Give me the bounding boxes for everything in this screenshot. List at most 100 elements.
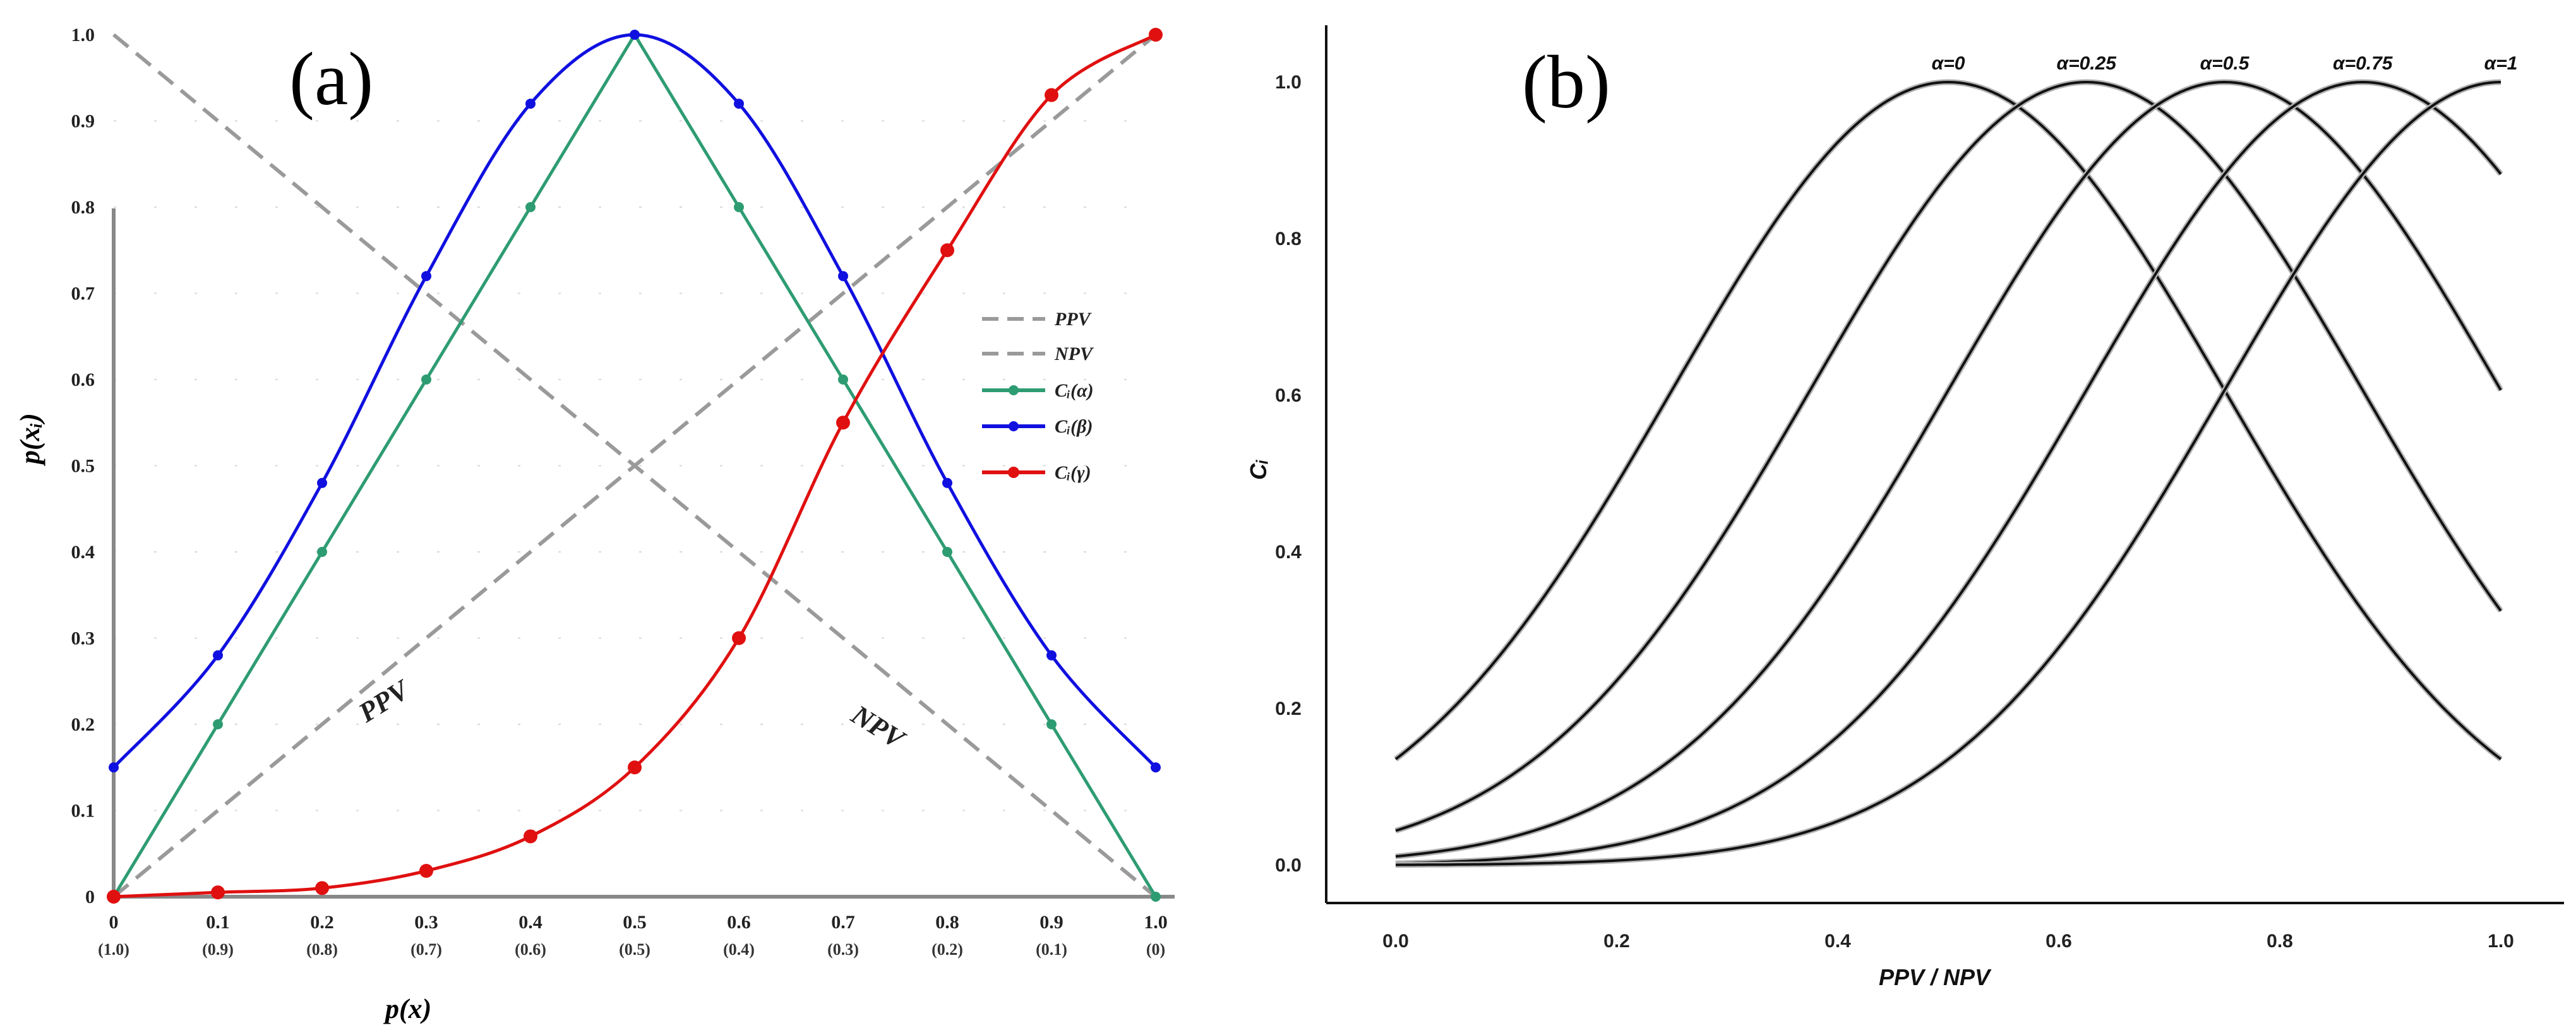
x-subtick-label: (0.6) xyxy=(515,940,546,959)
panel-b: 0.0 0.2 0.4 0.6 0.8 1.0 0.0 0.2 0.4 0.6 0.8 1.0 α=… xyxy=(1245,25,2564,990)
legend-label-c-beta: Cᵢ(β) xyxy=(1055,416,1093,437)
alpha-label: α=0.5 xyxy=(2200,53,2250,74)
data-point xyxy=(940,243,954,258)
curve-shadow-3 xyxy=(1395,79,2503,866)
data-point xyxy=(838,271,848,282)
panel-a: 0 0.1 0.2 0.3 0.4 0.5 0.6 0.7 0.8 0.9 1.0 0 (1.0) 0.… xyxy=(15,25,1175,1024)
series-line-3 xyxy=(112,33,1157,769)
data-point xyxy=(1149,28,1163,42)
panel-a-ylabel: p(xᵢ) xyxy=(15,413,45,467)
data-point xyxy=(109,762,119,773)
data-point xyxy=(838,374,848,385)
x-subtick-label: (0.5) xyxy=(619,940,650,959)
x-subtick-label: (0.1) xyxy=(1036,940,1067,959)
legend-label-c-gamma: Cᵢ(γ) xyxy=(1055,462,1091,483)
legend-label-npv: NPV xyxy=(1054,344,1094,364)
alpha-label: α=0 xyxy=(1932,53,1965,74)
curve-shadow-4 xyxy=(1395,79,2501,868)
y-tick-label: 0.9 xyxy=(71,111,95,132)
y-tick-label: 1.0 xyxy=(71,25,95,45)
panel-b-alpha-labels: α=0 α=0.25 α=0.5 α=0.75 α=1 xyxy=(1932,53,2518,74)
legend-item-ppv: PPV xyxy=(982,309,1093,330)
x-tick-label: 0 xyxy=(109,912,119,933)
y-tick-label: 0 xyxy=(85,887,95,907)
y-tick-label: 0.3 xyxy=(71,628,95,649)
panel-a-xlabel: p(x) xyxy=(383,993,431,1024)
panel-b-ylabel: Cᵢ xyxy=(1245,460,1271,480)
y-tick-label: 1.0 xyxy=(1275,72,1302,93)
y-tick-label: 0.4 xyxy=(71,542,95,563)
data-point xyxy=(1046,719,1057,729)
data-point xyxy=(734,99,744,109)
data-point xyxy=(1045,88,1058,102)
x-subtick-label: (0.8) xyxy=(306,940,338,959)
data-point xyxy=(1046,650,1057,661)
data-point xyxy=(525,99,536,109)
x-tick-label: 0.8 xyxy=(2267,931,2293,952)
panel-b-y-ticks: 0.0 0.2 0.4 0.6 0.8 1.0 xyxy=(1275,72,1302,876)
legend-item-npv: NPV xyxy=(982,344,1094,364)
data-point xyxy=(630,30,640,40)
data-point xyxy=(836,416,850,430)
legend-marker-c-alpha xyxy=(1009,385,1019,395)
panel-b-x-ticks: 0.0 0.2 0.4 0.6 0.8 1.0 xyxy=(1382,931,2514,952)
legend-marker-c-beta xyxy=(1009,421,1019,431)
data-point xyxy=(628,760,642,775)
panel-b-series xyxy=(1394,79,2503,868)
panel-b-xlabel: PPV / NPV xyxy=(1879,964,1992,990)
alpha-label: α=0.25 xyxy=(2056,53,2117,74)
curve-shadow-2 xyxy=(1395,79,2503,859)
x-tick-label: 1.0 xyxy=(1144,912,1168,933)
data-point xyxy=(1151,762,1161,773)
y-tick-label: 0.6 xyxy=(1275,385,1302,406)
data-point xyxy=(942,477,952,488)
curve-alpha-0 xyxy=(1394,80,2502,760)
curve-shadow-0 xyxy=(1394,79,2503,762)
y-tick-label: 0.2 xyxy=(1275,698,1302,719)
annotation-ppv: PPV xyxy=(352,673,416,729)
alpha-label: α=0.75 xyxy=(2333,53,2393,74)
y-tick-label: 0.6 xyxy=(71,369,95,390)
legend-marker-c-gamma xyxy=(1008,467,1019,478)
data-point xyxy=(732,631,746,645)
legend-item-c-beta: Cᵢ(β) xyxy=(982,416,1093,437)
x-subtick-label: (0.3) xyxy=(827,940,859,959)
annotation-npv: NPV xyxy=(846,698,912,756)
data-point xyxy=(213,719,223,729)
x-tick-label: 0.6 xyxy=(2046,931,2072,952)
panel-a-y-ticks: 0 0.1 0.2 0.3 0.4 0.5 0.6 0.7 0.8 0.9 1.0 xyxy=(71,25,95,907)
data-point xyxy=(213,650,223,661)
x-tick-label: 0.4 xyxy=(518,912,542,933)
y-tick-label: 0.5 xyxy=(71,456,95,477)
data-point xyxy=(525,202,536,212)
curve-alpha-2 xyxy=(1395,80,2502,858)
data-point xyxy=(317,547,327,557)
data-point xyxy=(107,890,121,904)
data-point xyxy=(419,864,433,878)
y-tick-label: 0.8 xyxy=(71,197,95,218)
y-tick-label: 0.7 xyxy=(71,284,95,304)
x-subtick-label: (0) xyxy=(1146,940,1165,959)
panel-b-label: (b) xyxy=(1522,40,1610,124)
x-tick-label: 0.1 xyxy=(206,912,230,933)
curve-alpha-3 xyxy=(1395,80,2502,865)
data-point xyxy=(524,829,537,844)
data-point xyxy=(315,881,329,895)
curve-alpha-4 xyxy=(1395,81,2501,866)
x-tick-label: 0.3 xyxy=(414,912,438,933)
x-tick-label: 0.8 xyxy=(935,912,959,933)
legend-label-c-alpha: Cᵢ(α) xyxy=(1055,380,1094,401)
data-point xyxy=(942,547,952,557)
legend-item-c-gamma: Cᵢ(γ) xyxy=(982,462,1091,483)
data-point xyxy=(421,271,431,282)
y-tick-label: 0.4 xyxy=(1275,542,1302,563)
data-point xyxy=(734,202,744,212)
panel-a-label: (a) xyxy=(289,37,373,121)
x-tick-label: 0.2 xyxy=(310,912,334,933)
x-subtick-label: (0.9) xyxy=(202,940,234,959)
data-point xyxy=(1151,892,1161,902)
data-point xyxy=(317,477,327,488)
y-tick-label: 0.0 xyxy=(1275,855,1302,876)
x-subtick-label: (0.7) xyxy=(410,940,442,959)
